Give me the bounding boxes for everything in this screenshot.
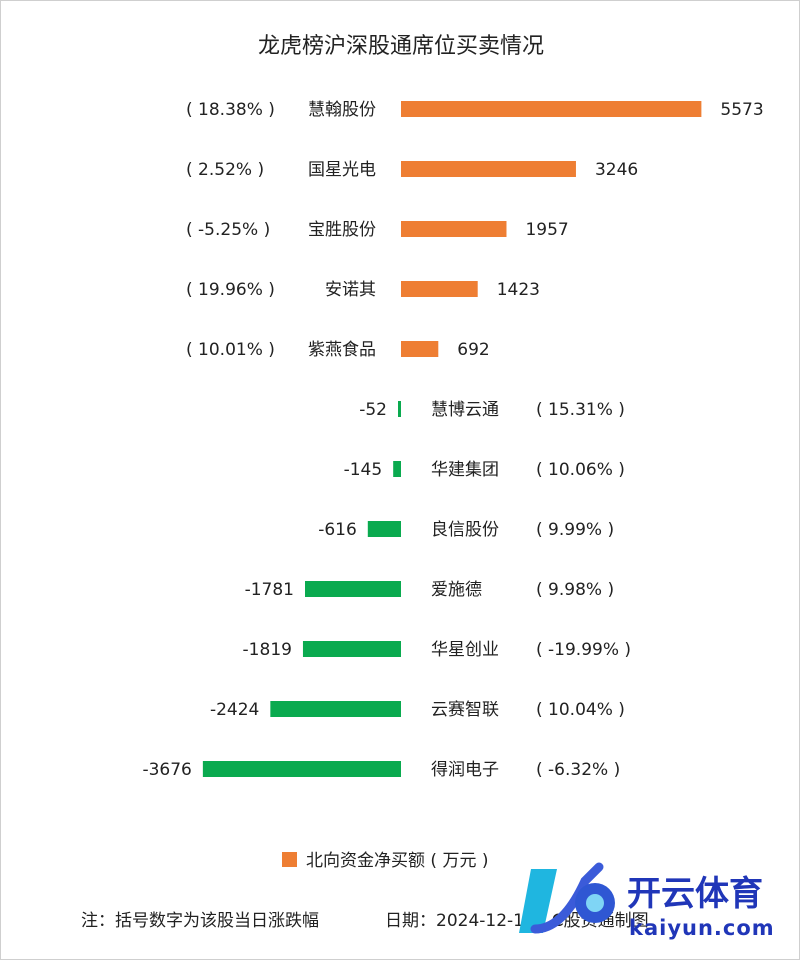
bars-group: 5573 慧翰股份 ( 18.38% ) 3246 国星光电 ( 2.52% ) 1957 宝…	[142, 100, 763, 780]
bar-value-label: 1957	[525, 220, 568, 240]
bar-value-label: -616	[318, 520, 357, 540]
bar-positive	[401, 281, 478, 297]
change-label: ( 9.99% )	[536, 520, 614, 540]
watermark-site: kaiyun.com	[629, 916, 775, 940]
bar-positive	[401, 341, 439, 357]
bar-value-label: 692	[457, 340, 489, 360]
change-label: ( 10.04% )	[536, 700, 625, 720]
watermark-brand: 开云体育	[627, 874, 763, 914]
bar-negative	[398, 401, 401, 417]
legend: 北向资金净买额 ( 万元 )	[282, 851, 488, 871]
bar-negative	[305, 581, 401, 597]
watermark-k-icon	[519, 869, 557, 933]
change-label: ( 2.52% )	[186, 160, 264, 180]
legend-label: 北向资金净买额 ( 万元 )	[306, 851, 488, 871]
bar-positive	[401, 101, 702, 117]
bar-negative	[367, 521, 401, 537]
category-label: 国星光电	[308, 160, 376, 180]
bar-value-label: -2424	[210, 700, 259, 720]
change-label: ( 10.01% )	[186, 340, 275, 360]
category-label: 慧博云通	[431, 400, 499, 420]
category-label: 华建集团	[431, 460, 499, 480]
bar-value-label: 5573	[720, 100, 763, 120]
watermark-logo: 开云体育 kaiyun.com	[519, 862, 775, 940]
category-label: 良信股份	[431, 520, 499, 540]
change-label: ( 10.06% )	[536, 460, 625, 480]
bar-value-label: 1423	[497, 280, 540, 300]
change-label: ( 9.98% )	[536, 580, 614, 600]
change-label: ( 15.31% )	[536, 400, 625, 420]
bar-value-label: -1819	[243, 640, 292, 660]
category-label: 安诺其	[325, 280, 376, 300]
category-label: 宝胜股份	[308, 220, 376, 240]
category-label: 得润电子	[431, 760, 499, 780]
bar-positive	[401, 161, 576, 177]
legend-swatch	[282, 852, 297, 867]
change-label: ( -6.32% )	[536, 760, 620, 780]
bar-negative	[202, 761, 401, 777]
change-label: ( -19.99% )	[536, 640, 631, 660]
bar-value-label: -145	[344, 460, 383, 480]
bar-value-label: -52	[359, 400, 387, 420]
category-label: 华星创业	[431, 640, 499, 660]
category-label: 爱施德	[431, 580, 482, 600]
category-label: 慧翰股份	[308, 100, 376, 120]
chart-title: 龙虎榜沪深股通席位买卖情况	[258, 34, 544, 59]
category-label: 紫燕食品	[308, 340, 376, 360]
change-label: ( -5.25% )	[186, 220, 270, 240]
footer-note: 注：括号数字为该股当日涨跌幅	[81, 911, 319, 931]
change-label: ( 18.38% )	[186, 100, 275, 120]
bar-value-label: 3246	[595, 160, 638, 180]
bar-positive	[401, 221, 507, 237]
bar-value-label: -3676	[142, 760, 191, 780]
bar-negative	[270, 701, 401, 717]
category-label: 云赛智联	[431, 699, 499, 720]
bar-negative	[393, 461, 401, 477]
bar-negative	[302, 641, 401, 657]
watermark-swoosh-icon	[530, 862, 604, 934]
bar-value-label: -1781	[245, 580, 294, 600]
change-label: ( 19.96% )	[186, 280, 275, 300]
